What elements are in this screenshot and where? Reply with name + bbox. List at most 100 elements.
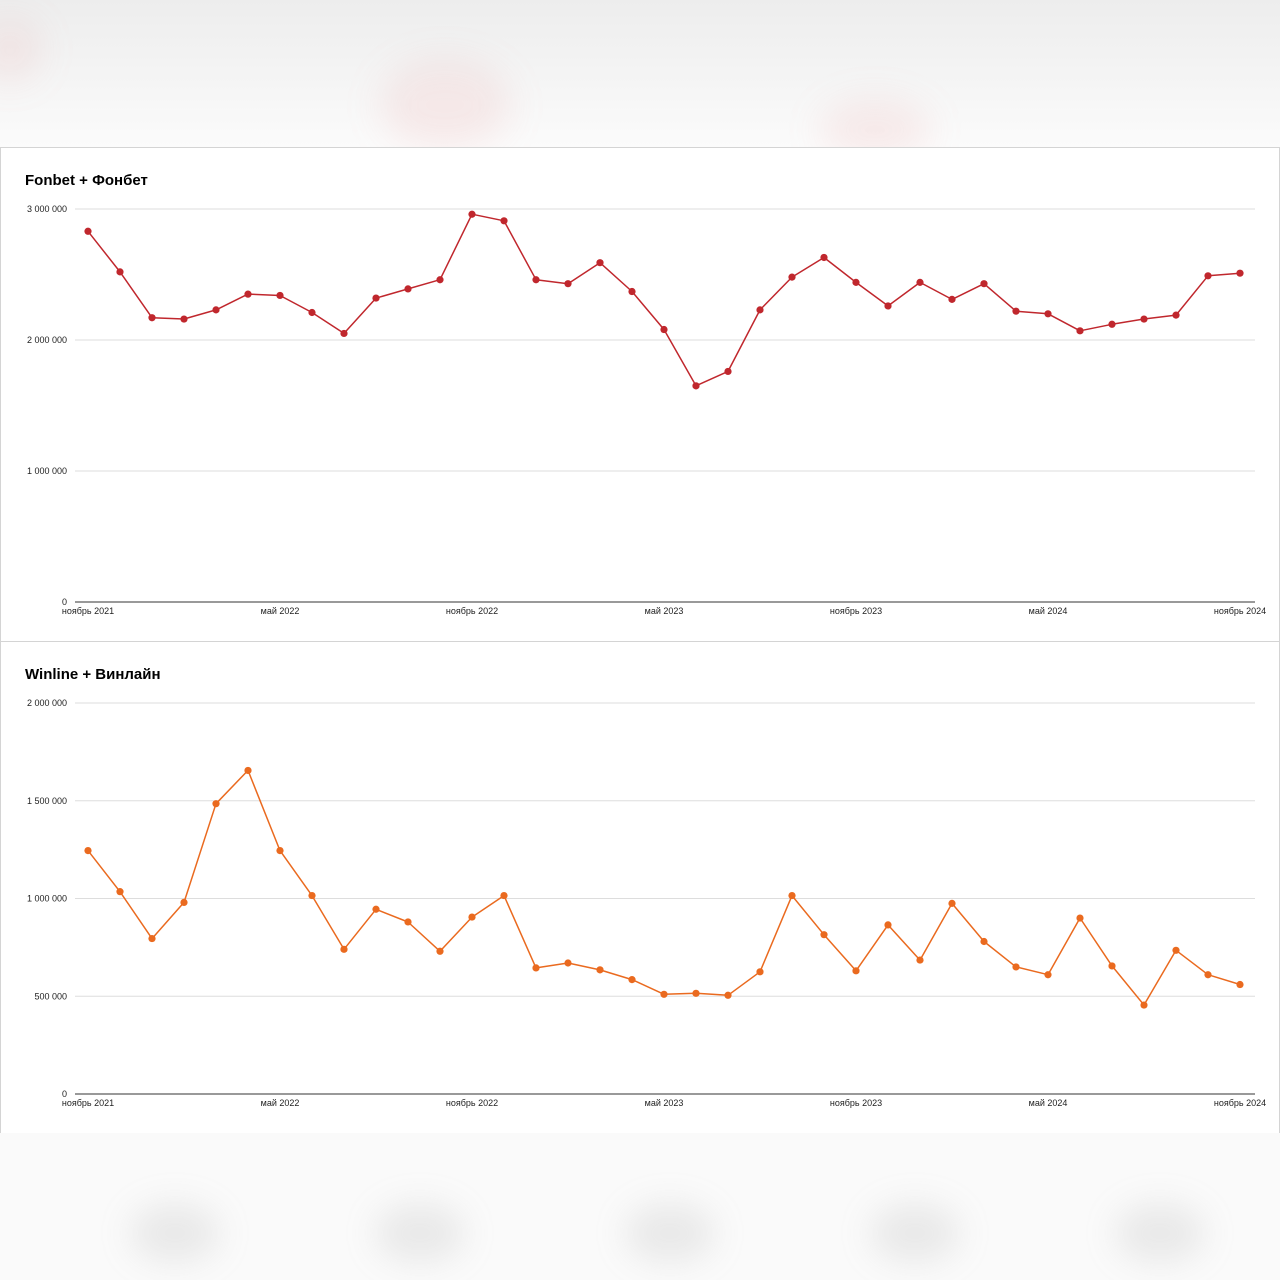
data-point xyxy=(84,227,92,235)
data-point xyxy=(1204,272,1212,280)
data-point xyxy=(980,937,988,946)
data-point xyxy=(340,945,348,953)
x-tick-label: май 2022 xyxy=(261,1098,300,1108)
x-tick-label: ноябрь 2021 xyxy=(62,1098,114,1108)
data-point xyxy=(468,210,476,218)
data-point xyxy=(532,964,540,972)
data-point xyxy=(788,273,796,281)
blurred-background-top xyxy=(0,0,1280,147)
data-point xyxy=(1044,310,1052,318)
x-tick-label: ноябрь 2021 xyxy=(62,606,114,616)
series-line xyxy=(87,769,1241,1006)
y-tick-label: 3 000 000 xyxy=(27,204,67,214)
y-tick-label: 1 000 000 xyxy=(27,466,67,476)
data-point xyxy=(436,947,444,955)
data-point xyxy=(948,899,956,907)
x-tick-label: май 2023 xyxy=(645,1098,684,1108)
y-tick-label: 500 000 xyxy=(34,991,67,1001)
data-point xyxy=(116,888,124,896)
data-point xyxy=(948,295,956,303)
data-point xyxy=(116,268,124,276)
data-point xyxy=(500,217,508,225)
data-point xyxy=(596,259,604,267)
data-point xyxy=(884,921,892,929)
y-tick-label: 1 500 000 xyxy=(27,796,67,806)
data-point xyxy=(404,918,412,926)
y-tick-label: 0 xyxy=(62,597,67,607)
data-point xyxy=(628,287,636,296)
data-point xyxy=(244,766,252,775)
data-point xyxy=(1140,315,1148,323)
data-point xyxy=(660,990,668,998)
x-tick-label: ноябрь 2024 xyxy=(1214,1098,1266,1108)
data-point xyxy=(372,294,380,302)
data-point xyxy=(1012,963,1020,971)
data-point xyxy=(212,306,220,314)
data-point xyxy=(1012,307,1020,315)
x-tick-label: ноябрь 2024 xyxy=(1214,606,1266,616)
data-point xyxy=(788,891,796,900)
data-point xyxy=(276,291,284,300)
data-point xyxy=(724,991,732,999)
data-point xyxy=(1108,320,1116,328)
y-tick-label: 2 000 000 xyxy=(27,335,67,345)
data-point xyxy=(756,306,764,314)
blurred-background-bottom xyxy=(0,1133,1280,1280)
fonbet-chart-panel: Fonbet + Фонбет 0 1 000 000 2 000 000 3 000… xyxy=(0,147,1280,642)
data-point xyxy=(340,329,348,338)
data-point xyxy=(212,800,220,808)
data-point xyxy=(1108,962,1116,970)
chart-title: Winline + Винлайн xyxy=(25,666,161,683)
data-point xyxy=(308,891,316,900)
data-point xyxy=(756,968,764,976)
data-point xyxy=(628,976,636,984)
data-point xyxy=(1204,971,1212,979)
y-tick-label: 1 000 000 xyxy=(27,894,67,904)
data-point xyxy=(916,278,924,286)
x-tick-label: ноябрь 2023 xyxy=(830,606,882,616)
chart-title: Fonbet + Фонбет xyxy=(25,172,148,189)
data-point xyxy=(404,285,412,293)
x-tick-label: ноябрь 2023 xyxy=(830,1098,882,1108)
data-point xyxy=(148,934,156,943)
x-tick-label: ноябрь 2022 xyxy=(446,606,498,616)
data-point xyxy=(180,315,188,323)
data-point xyxy=(500,891,508,900)
data-point xyxy=(1140,1001,1148,1009)
x-tick-label: май 2023 xyxy=(645,606,684,616)
winline-line-chart: 0 500 000 1 000 000 1 500 000 2 000 000 ноябр… xyxy=(27,698,1266,1108)
data-point xyxy=(980,280,988,288)
data-point xyxy=(1172,311,1180,319)
data-point xyxy=(84,847,92,855)
y-tick-label: 2 000 000 xyxy=(27,698,67,708)
series-line xyxy=(87,213,1241,387)
data-point xyxy=(532,276,540,284)
data-point xyxy=(884,302,892,310)
winline-chart-panel: Winline + Винлайн 0 500 000 1 000 000 1 500… xyxy=(0,641,1280,1134)
data-point xyxy=(564,280,572,288)
data-point xyxy=(308,308,316,317)
data-point xyxy=(724,367,732,376)
data-point xyxy=(276,847,284,855)
data-point xyxy=(148,314,156,322)
data-point xyxy=(1044,971,1052,979)
x-tick-label: май 2024 xyxy=(1029,606,1068,616)
data-point xyxy=(436,276,444,284)
data-point xyxy=(1236,980,1244,989)
data-point xyxy=(596,966,604,974)
x-tick-label: ноябрь 2022 xyxy=(446,1098,498,1108)
data-point xyxy=(180,898,188,907)
fonbet-line-chart: 0 1 000 000 2 000 000 3 000 000 ноябрь 2021 м… xyxy=(27,204,1266,616)
data-point xyxy=(564,959,572,967)
data-point xyxy=(820,253,828,262)
data-point xyxy=(372,905,380,913)
data-point xyxy=(468,913,476,921)
y-tick-label: 0 xyxy=(62,1089,67,1099)
data-point xyxy=(820,931,828,939)
data-point xyxy=(852,278,860,286)
data-point xyxy=(1076,914,1084,922)
x-tick-label: май 2022 xyxy=(261,606,300,616)
data-point xyxy=(852,967,860,975)
data-point xyxy=(1076,327,1084,335)
data-point xyxy=(1236,269,1244,277)
